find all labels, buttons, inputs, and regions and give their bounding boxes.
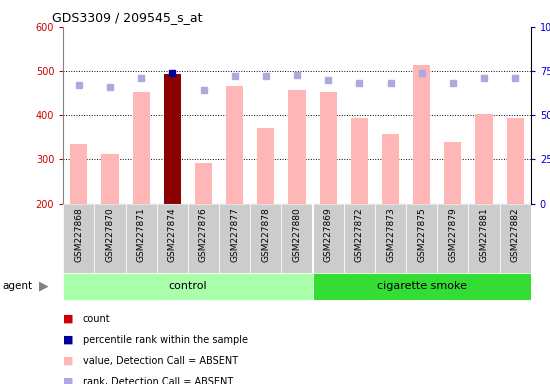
Bar (188, 204, 219, 273)
Text: value, Detection Call = ABSENT: value, Detection Call = ABSENT (82, 356, 238, 366)
Text: GSM227876: GSM227876 (199, 207, 208, 262)
Text: ■: ■ (63, 314, 74, 324)
Text: GSM227875: GSM227875 (417, 207, 426, 262)
Text: GSM227882: GSM227882 (510, 207, 520, 262)
Text: GSM227877: GSM227877 (230, 207, 239, 262)
Text: GSM227869: GSM227869 (323, 207, 333, 262)
Bar (95, 204, 125, 273)
Bar (157, 204, 188, 273)
Bar (469, 204, 499, 273)
Text: cigarette smoke: cigarette smoke (377, 281, 466, 291)
Text: GSM227878: GSM227878 (261, 207, 271, 262)
Text: GDS3309 / 209545_s_at: GDS3309 / 209545_s_at (52, 12, 203, 25)
Text: ■: ■ (63, 335, 74, 345)
Bar (375, 204, 406, 273)
Text: percentile rank within the sample: percentile rank within the sample (82, 335, 248, 345)
Bar (226, 86, 243, 204)
Text: GSM227881: GSM227881 (480, 207, 488, 262)
Bar (507, 118, 524, 204)
Bar (133, 92, 150, 204)
Text: count: count (82, 314, 110, 324)
Bar (382, 134, 399, 204)
Bar (475, 114, 493, 204)
Text: ■: ■ (63, 356, 74, 366)
Text: GSM227879: GSM227879 (448, 207, 458, 262)
Bar (282, 204, 312, 273)
Text: GSM227873: GSM227873 (386, 207, 395, 262)
Bar (195, 163, 212, 204)
Bar (312, 204, 344, 273)
Text: ▶: ▶ (39, 280, 48, 293)
Text: GSM227874: GSM227874 (168, 207, 177, 262)
Bar (70, 144, 87, 204)
Text: GSM227870: GSM227870 (106, 207, 114, 262)
Bar (444, 142, 461, 204)
Bar (219, 204, 250, 273)
Bar (250, 204, 282, 273)
Text: GSM227871: GSM227871 (136, 207, 146, 262)
Bar (63, 273, 312, 300)
Bar (344, 204, 375, 273)
Bar (63, 204, 95, 273)
Text: GSM227872: GSM227872 (355, 207, 364, 262)
Bar (406, 204, 437, 273)
Text: GSM227880: GSM227880 (293, 207, 301, 262)
Text: control: control (169, 281, 207, 291)
Text: GSM227868: GSM227868 (74, 207, 84, 262)
Bar (499, 204, 531, 273)
Text: ■: ■ (63, 377, 74, 384)
Bar (312, 273, 531, 300)
Bar (125, 204, 157, 273)
Bar (351, 118, 368, 204)
Bar (101, 154, 119, 204)
Bar (437, 204, 469, 273)
Text: rank, Detection Call = ABSENT: rank, Detection Call = ABSENT (82, 377, 233, 384)
Bar (164, 74, 181, 204)
Bar (288, 89, 306, 204)
Text: agent: agent (3, 281, 33, 291)
Bar (257, 127, 274, 204)
Bar (413, 65, 430, 204)
Bar (320, 92, 337, 204)
